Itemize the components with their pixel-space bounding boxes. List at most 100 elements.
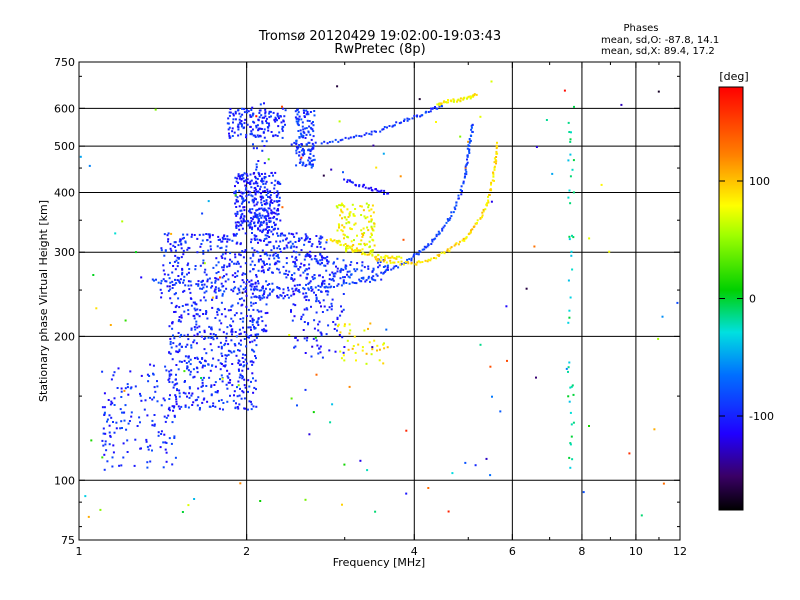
data-point: [232, 118, 235, 121]
data-point: [241, 113, 244, 116]
data-point: [463, 176, 466, 179]
data-point: [202, 313, 205, 315]
data-point: [367, 327, 369, 330]
data-point: [257, 221, 259, 224]
data-point: [254, 355, 257, 357]
data-point: [277, 213, 280, 215]
data-point: [427, 487, 430, 489]
data-point: [127, 422, 130, 425]
data-point: [342, 281, 345, 283]
data-point: [189, 297, 192, 300]
data-point: [271, 271, 274, 274]
data-point: [490, 200, 493, 203]
data-point: [298, 136, 301, 138]
data-point: [492, 173, 495, 176]
data-point: [203, 329, 206, 332]
data-point: [175, 304, 178, 307]
data-point: [268, 292, 271, 295]
data-point: [200, 243, 203, 245]
data-point: [255, 198, 257, 201]
data-point: [386, 346, 389, 349]
data-point: [221, 276, 224, 279]
data-point: [226, 240, 229, 243]
data-point: [263, 216, 266, 219]
data-point: [151, 398, 154, 401]
data-point: [124, 387, 127, 390]
data-point: [215, 264, 218, 267]
data-point: [268, 283, 271, 285]
data-point: [296, 117, 299, 120]
data-point: [250, 285, 253, 288]
data-point: [259, 188, 261, 191]
data-point: [279, 183, 282, 185]
data-point: [413, 114, 416, 117]
data-point: [298, 283, 301, 286]
data-point: [264, 108, 267, 111]
data-point: [278, 271, 281, 274]
data-point: [341, 217, 343, 220]
data-point: [227, 381, 230, 384]
data-point: [269, 220, 272, 223]
data-point: [333, 328, 336, 330]
data-point: [201, 212, 204, 215]
data-point: [533, 245, 536, 248]
data-point: [239, 285, 242, 288]
data-point: [276, 255, 279, 258]
data-point: [214, 405, 217, 408]
data-point: [257, 324, 260, 326]
data-point: [248, 280, 251, 283]
data-point: [251, 363, 254, 366]
data-point: [248, 385, 251, 388]
data-point: [470, 96, 473, 99]
data-point: [333, 239, 336, 242]
data-point: [260, 114, 263, 117]
data-point: [238, 376, 241, 379]
data-point: [250, 132, 253, 135]
data-point: [196, 404, 199, 407]
data-point: [228, 114, 231, 117]
data-point: [608, 250, 611, 253]
data-point: [195, 320, 198, 323]
data-point: [204, 268, 207, 271]
data-point: [153, 386, 156, 389]
data-point: [312, 124, 315, 127]
data-point: [173, 437, 176, 439]
data-point: [344, 267, 347, 270]
data-point: [198, 331, 201, 334]
data-point: [186, 367, 188, 370]
data-point: [305, 339, 308, 342]
data-point: [464, 172, 467, 175]
data-point: [169, 243, 172, 246]
data-point: [310, 148, 313, 151]
data-point: [284, 295, 286, 298]
data-point: [384, 265, 387, 268]
data-point: [220, 322, 223, 325]
data-point: [238, 121, 241, 124]
data-point: [445, 221, 448, 224]
data-point: [240, 397, 243, 400]
data-point: [249, 341, 251, 344]
data-point: [228, 126, 231, 129]
data-point: [485, 457, 488, 460]
data-point: [237, 123, 240, 126]
data-point: [290, 245, 293, 248]
data-point: [411, 117, 414, 120]
data-point: [430, 257, 433, 260]
data-point: [376, 344, 379, 347]
data-point: [471, 131, 474, 133]
data-point: [174, 278, 176, 281]
data-point: [369, 250, 372, 253]
data-point: [202, 252, 205, 255]
data-point: [653, 428, 656, 431]
y-tick-label: 300: [54, 246, 75, 259]
data-point: [476, 219, 479, 222]
data-point: [223, 275, 225, 278]
data-point: [278, 260, 281, 263]
data-point: [252, 143, 254, 146]
data-point: [306, 273, 309, 276]
data-point: [227, 128, 230, 131]
data-point: [254, 333, 257, 336]
data-point: [252, 288, 255, 291]
data-point: [308, 141, 311, 144]
data-point: [281, 129, 284, 132]
